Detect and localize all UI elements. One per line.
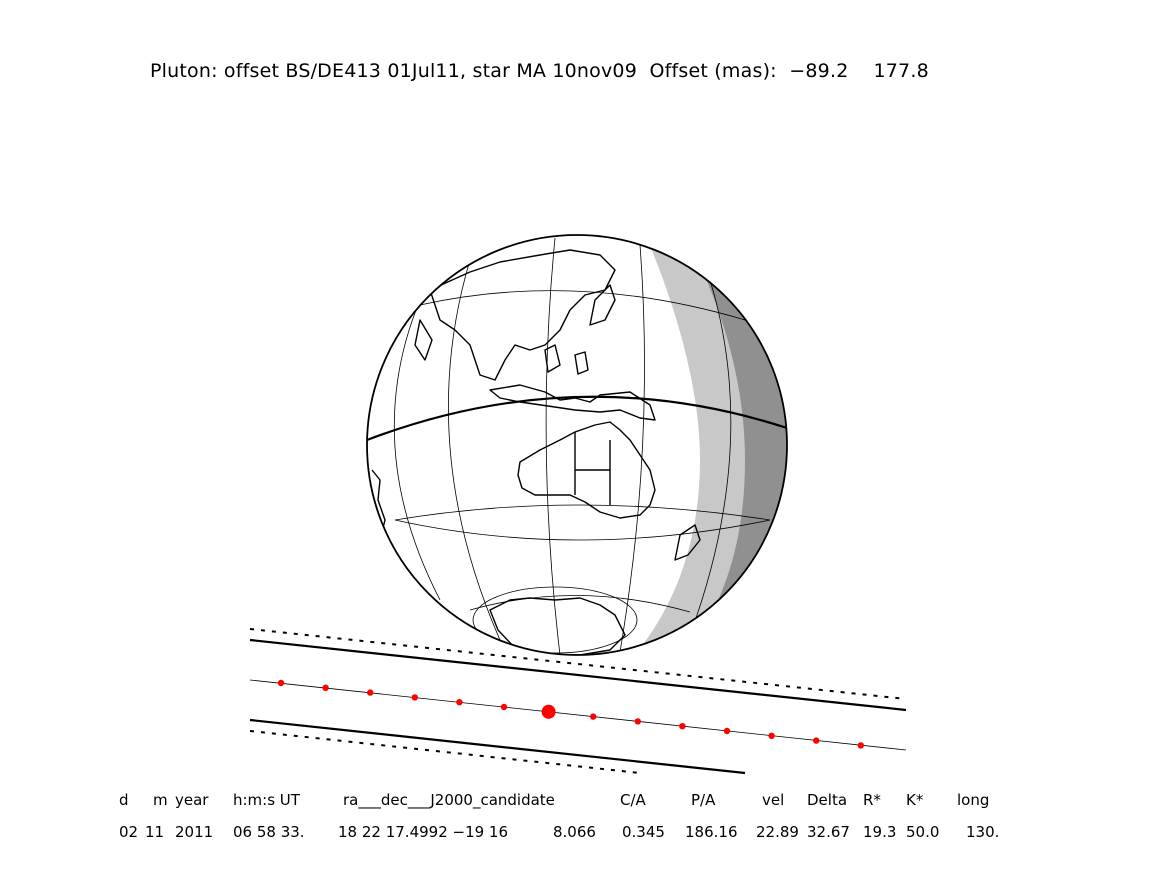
table-value-radec: 18 22 17.4992 −19 16 [338,823,509,841]
track-point [813,737,820,744]
table-header-ca: C/A [620,791,646,809]
track-point [590,713,597,720]
track-point [857,742,864,749]
table-value-m: 11 [145,823,165,841]
table-value-long: 50.0 [906,823,940,841]
coastlines [371,249,701,655]
track-points [277,679,864,749]
table-value-year: 2011 [175,823,214,841]
table-header-radec: ra___dec___J2000_candidate [343,791,555,809]
globe-limb [366,234,788,656]
table-header-year: year [175,791,209,809]
title-label: Pluton: offset BS/DE413 01Jul11, star MA… [150,60,777,82]
track-point [277,679,285,687]
table-header-m: m [153,791,168,809]
table-header-d: d [119,791,129,809]
globe-disk [367,235,787,655]
table-header-vel: vel [762,791,785,809]
track-point [367,689,374,696]
table-header-pa: P/A [691,791,716,809]
table-value-long2: 130. [966,823,1000,841]
track-point [456,699,463,706]
table-value-pa: 0.345 [622,823,665,841]
table-value-rstar: 32.67 [807,823,850,841]
south-limit-dotted [249,730,641,774]
table-value-ca: 8.066 [553,823,596,841]
track-point [679,723,686,730]
track-point [322,684,329,691]
table-value-delta: 22.89 [756,823,799,841]
track-point [723,727,731,735]
table-header-long: long [957,791,990,809]
latitude-lines [394,290,771,613]
table-value-vel: 186.16 [685,823,738,841]
table-value-hms: 06 58 33. [233,823,305,841]
offset-dec-value: 177.8 [873,60,929,82]
track-point [500,703,508,711]
track-point [411,694,418,701]
equator-line [367,395,787,442]
central-point [541,704,556,719]
table-header-hms: h:m:s UT [233,791,300,809]
north-limit-solid [249,638,907,712]
track-point [768,732,775,739]
table-value-kstar: 19.3 [863,823,897,841]
table-header-kstar: K* [906,791,924,809]
centerline [249,679,907,751]
offset-ra-value: −89.2 [789,60,849,82]
longitude-lines [393,237,732,655]
south-limit-solid [249,718,746,775]
track-point [634,718,641,725]
table-value-d: 02 [119,823,139,841]
table-header-rstar: R* [863,791,881,809]
table-header-delta: Delta [807,791,848,809]
globe [366,234,788,656]
shadow-path [249,628,907,775]
plot-title: Pluton: offset BS/DE413 01Jul11, star MA… [150,60,929,82]
